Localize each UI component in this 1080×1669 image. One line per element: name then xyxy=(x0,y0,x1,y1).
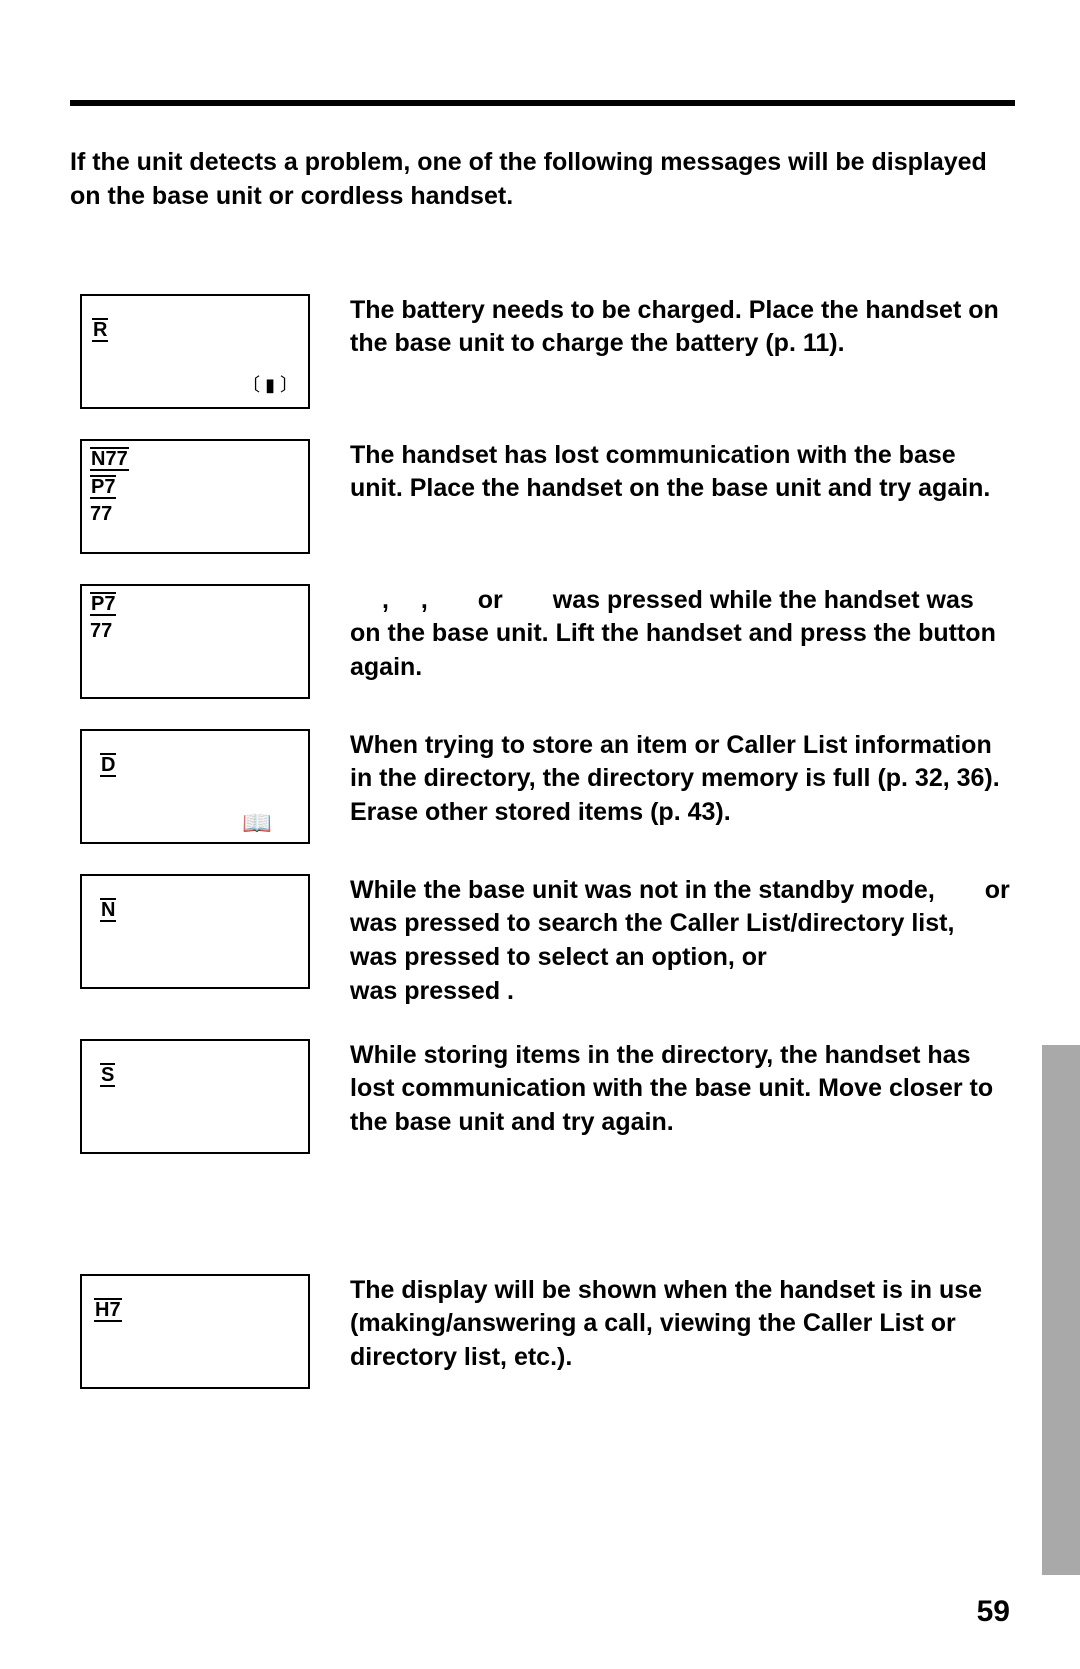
display-text: D xyxy=(100,753,116,777)
message-description: While the base unit was not in the stand… xyxy=(350,874,1010,1009)
message-description: The display will be shown when the hands… xyxy=(350,1274,1010,1375)
handset-display: N xyxy=(80,874,310,989)
rows-container: R 〔 ▮ 〕 The battery needs to be charged. P… xyxy=(70,294,1010,1389)
message-description: The battery needs to be charged. Place t… xyxy=(350,294,1010,362)
display-text: H7 xyxy=(94,1298,122,1322)
message-row: N77 P7 77 The handset has lost communicatio… xyxy=(70,439,1010,554)
handset-display: N77 P7 77 xyxy=(80,439,310,554)
display-text: R xyxy=(92,318,108,342)
battery-low-icon: 〔 ▮ 〕 xyxy=(242,371,298,397)
page: If the unit detects a problem, one of th… xyxy=(0,0,1080,1669)
message-row: H7 The display will be shown when the han… xyxy=(70,1274,1010,1389)
handset-display: R 〔 ▮ 〕 xyxy=(80,294,310,409)
display-text: P7 xyxy=(90,592,116,616)
top-rule xyxy=(70,100,1015,106)
message-description: The handset has lost communication with … xyxy=(350,439,1010,507)
display-text: P7 xyxy=(90,475,116,499)
section-tab xyxy=(1042,1045,1080,1575)
handset-display: P777 xyxy=(80,584,310,699)
message-description: , , or was pressed while the handset was… xyxy=(350,584,1010,685)
message-row: D📖When trying to store an item or Caller… xyxy=(70,729,1010,844)
handset-display: H7 xyxy=(80,1274,310,1389)
display-text: N77 xyxy=(90,447,129,471)
display-text: N xyxy=(100,898,116,922)
display-text: 77 xyxy=(90,620,112,643)
intro-text: If the unit detects a problem, one of th… xyxy=(70,146,1010,214)
handset-display: D📖 xyxy=(80,729,310,844)
directory-icon: 📖 xyxy=(242,812,272,836)
message-row: N While the base unit was not in the stan… xyxy=(70,874,1010,1009)
message-row: S While storing items in the directory, t… xyxy=(70,1039,1010,1154)
message-description: When trying to store an item or Caller L… xyxy=(350,729,1010,830)
message-row: P777 , , or was pressed while the handse… xyxy=(70,584,1010,699)
display-text: 77 xyxy=(90,503,112,526)
display-text: S xyxy=(100,1063,115,1087)
message-description: While storing items in the directory, th… xyxy=(350,1039,1010,1140)
page-number: 59 xyxy=(977,1595,1010,1629)
handset-display: S xyxy=(80,1039,310,1154)
message-row: R 〔 ▮ 〕 The battery needs to be charged. P… xyxy=(70,294,1010,409)
